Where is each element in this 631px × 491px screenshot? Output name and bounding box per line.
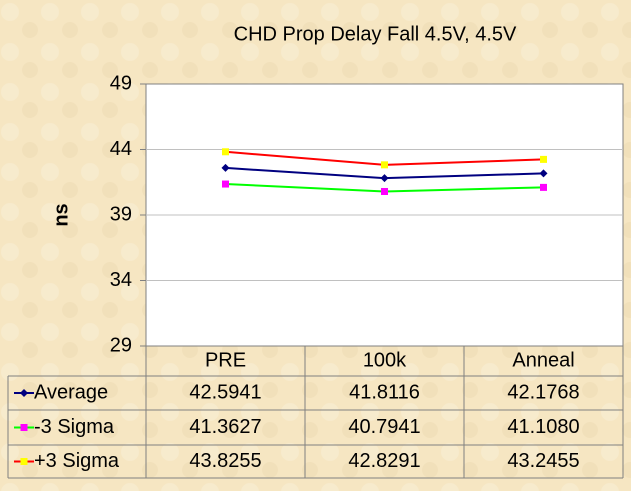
y-tick-label: 39 — [110, 203, 132, 225]
y-tick-label: 34 — [110, 269, 132, 291]
marker — [20, 389, 28, 397]
y-tick-label: 44 — [110, 138, 132, 160]
marker — [539, 169, 548, 178]
table-value: 43.2455 — [507, 450, 579, 472]
marker — [540, 183, 547, 191]
marker — [222, 148, 229, 156]
legend-label: -3 Sigma — [34, 416, 115, 438]
marker — [221, 163, 230, 172]
table-value: 41.1080 — [507, 416, 579, 438]
legend-label: Average — [34, 381, 108, 403]
table-value: 42.8291 — [348, 450, 420, 472]
marker — [380, 174, 389, 183]
marker — [381, 187, 388, 195]
x-tick-label: 100k — [363, 349, 407, 371]
y-tick-label: 29 — [110, 334, 132, 356]
table-value: 40.7941 — [348, 416, 420, 438]
table-value: 41.8116 — [349, 381, 420, 403]
x-tick-label: Anneal — [512, 349, 574, 371]
table-value: 43.8255 — [189, 450, 261, 472]
marker — [20, 458, 28, 465]
y-axis-label: ns — [50, 203, 72, 226]
table-value: 42.1768 — [507, 381, 579, 403]
y-tick-label: 49 — [110, 72, 132, 94]
legend-label: +3 Sigma — [34, 450, 120, 472]
marker — [540, 155, 547, 163]
marker — [20, 424, 28, 431]
table-value: 41.3627 — [189, 416, 261, 438]
marker — [381, 161, 388, 169]
x-tick-label: PRE — [205, 349, 246, 371]
table-value: 42.5941 — [189, 381, 261, 403]
marker — [222, 180, 229, 188]
chart-title: CHD Prop Delay Fall 4.5V, 4.5V — [234, 23, 517, 45]
